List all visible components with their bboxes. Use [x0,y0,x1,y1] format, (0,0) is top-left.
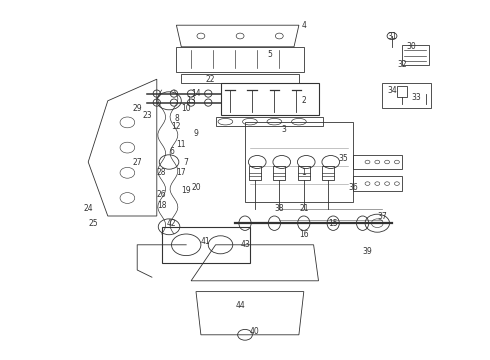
Bar [298,166,310,180]
Bar [353,155,402,169]
Text: 43: 43 [240,240,250,249]
Text: 26: 26 [157,190,167,199]
Text: 21: 21 [299,204,309,213]
Text: 5: 5 [267,50,272,59]
Bar [273,166,285,180]
Text: 27: 27 [132,158,142,166]
Text: 2: 2 [301,96,306,105]
Bar [402,45,429,65]
Text: 18: 18 [157,201,167,210]
Bar [249,166,261,180]
Text: 17: 17 [176,168,186,177]
Text: 7: 7 [184,158,189,166]
Text: 16: 16 [299,230,309,239]
Text: 24: 24 [83,204,93,213]
Bar [397,86,407,97]
Bar [322,166,334,180]
Text: 37: 37 [377,212,387,220]
Text: 12: 12 [172,122,181,131]
Text: 39: 39 [363,248,372,256]
Bar [220,83,318,115]
Text: 8: 8 [174,114,179,123]
Text: 20: 20 [191,183,201,192]
Text: 6: 6 [169,147,174,156]
Bar [382,83,431,108]
Text: 19: 19 [181,186,191,195]
Bar [162,227,250,263]
Text: 9: 9 [194,129,198,138]
Text: 36: 36 [348,183,358,192]
Text: 10: 10 [181,104,191,113]
Bar [216,117,323,126]
Text: 14: 14 [191,89,201,98]
Text: 28: 28 [157,168,167,177]
Text: 34: 34 [387,86,397,95]
Text: 35: 35 [338,154,348,163]
Text: 3: 3 [282,125,287,134]
Text: 42: 42 [167,219,176,228]
Text: 13: 13 [186,96,196,105]
Bar [353,176,402,191]
Text: 44: 44 [235,302,245,310]
Text: 11: 11 [176,140,186,149]
Text: 29: 29 [132,104,142,113]
Text: 15: 15 [328,219,338,228]
Text: 33: 33 [412,93,421,102]
Text: 23: 23 [142,111,152,120]
Text: 30: 30 [407,42,416,51]
Text: 31: 31 [387,32,397,41]
Text: 40: 40 [250,327,260,336]
Text: 22: 22 [206,75,216,84]
Text: 4: 4 [301,21,306,30]
Text: 38: 38 [274,204,284,213]
Text: 25: 25 [88,219,98,228]
Text: 32: 32 [397,60,407,69]
Text: 1: 1 [301,168,306,177]
Text: 41: 41 [201,237,211,246]
